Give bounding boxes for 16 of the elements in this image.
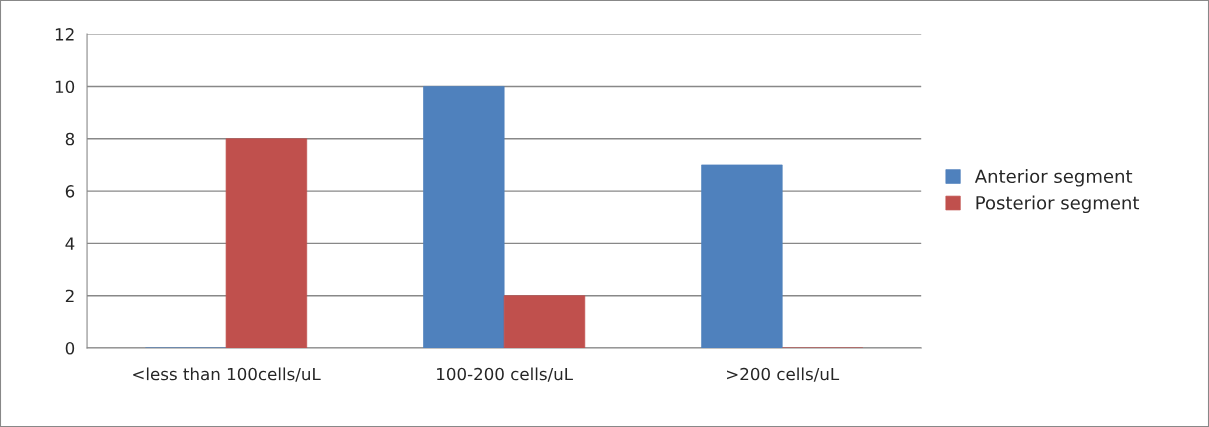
bar [503,295,586,348]
y-tick-label: 8 [65,132,75,146]
x-tick-label: >200 cells/uL [727,367,840,382]
x-tick-label: 100-200 cells/uL [437,367,573,382]
y-tick-label: 4 [65,237,75,250]
y-tick-label: 6 [65,185,75,198]
legend-label: Anterior segment [974,169,1133,187]
x-tick-label: <less than 100cells/uL [133,367,321,382]
bar [423,86,505,348]
y-tick-label: 0 [65,341,75,355]
y-tick-label: 12 [55,28,74,41]
bar [225,138,308,348]
legend-label: Posterior segment [976,195,1140,214]
y-tick-label: 2 [65,289,74,303]
bar [701,164,783,348]
y-tick-label: 10 [55,80,75,94]
